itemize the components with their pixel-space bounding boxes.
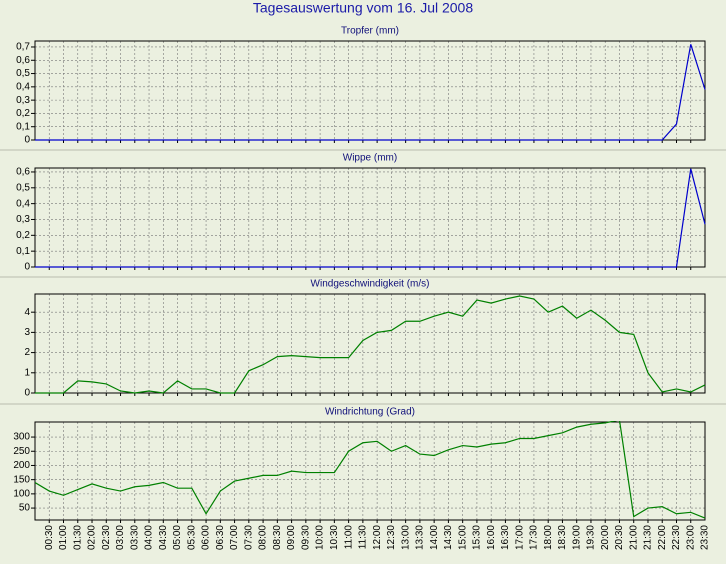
y-tick-label: 0,7: [16, 42, 30, 53]
x-tick-label: 16:30: [500, 525, 511, 550]
x-tick-label: 10:00: [315, 525, 326, 550]
x-tick-label: 05:30: [186, 525, 197, 550]
y-tick-label: 0: [24, 388, 30, 399]
page-title: Tagesauswertung vom 16. Jul 2008: [253, 0, 473, 16]
x-tick-label: 14:30: [443, 525, 454, 550]
x-tick-label: 23:30: [700, 525, 711, 550]
plot-frame: [34, 293, 706, 394]
y-tick-label: 4: [24, 307, 30, 318]
y-tick-label: 0,6: [16, 55, 30, 66]
x-tick-label: 11:30: [358, 525, 369, 550]
y-tick-label: 150: [13, 474, 30, 485]
y-tick-label: 200: [13, 460, 30, 471]
x-tick-label: 05:00: [172, 525, 183, 550]
y-tick-label: 0,4: [16, 81, 30, 92]
panel-title: Windrichtung (Grad): [325, 407, 415, 418]
panel-title: Windgeschwindigkeit (m/s): [311, 279, 430, 290]
x-tick-label: 10:30: [329, 525, 340, 550]
x-tick-label: 11:00: [343, 525, 354, 550]
x-tick-label: 07:00: [229, 525, 240, 550]
data-line: [35, 44, 706, 141]
y-tick-label: 50: [19, 503, 31, 514]
y-tick-label: 2: [24, 347, 30, 358]
plot-frame: [34, 167, 706, 268]
x-tick-label: 15:00: [457, 525, 468, 550]
x-tick-label: 22:30: [671, 525, 682, 550]
y-tick-label: 0,1: [16, 121, 30, 132]
y-tick-label: 250: [13, 446, 30, 457]
data-line: [35, 168, 706, 268]
y-tick-label: 0: [24, 262, 30, 273]
plot-frame: [34, 40, 706, 141]
x-tick-label: 01:30: [72, 525, 83, 550]
x-tick-label: 19:00: [571, 525, 582, 550]
plot-frame: [34, 421, 706, 521]
x-tick-label: 18:30: [557, 525, 568, 550]
y-tick-label: 0,5: [16, 68, 30, 79]
series: [35, 295, 706, 394]
x-tick-label: 13:30: [415, 525, 426, 550]
y-tick-label: 0,1: [16, 246, 30, 257]
series: [35, 168, 706, 268]
x-tick-label: 06:00: [201, 525, 212, 550]
panel-title: Wippe (mm): [343, 153, 397, 164]
x-tick-label: 03:00: [115, 525, 126, 550]
x-tick-label: 22:00: [657, 525, 668, 550]
x-tick-label: 20:30: [614, 525, 625, 550]
x-tick-label: 16:00: [486, 525, 497, 550]
y-tick-label: 0,2: [16, 230, 30, 241]
x-tick-label: 21:30: [643, 525, 654, 550]
x-tick-label: 12:30: [386, 525, 397, 550]
x-tick-label: 07:30: [243, 525, 254, 550]
y-tick-label: 0,5: [16, 182, 30, 193]
y-tick-label: 3: [24, 327, 30, 338]
x-tick-label: 19:30: [586, 525, 597, 550]
x-tick-label: 09:00: [286, 525, 297, 550]
y-tick-label: 0,3: [16, 214, 30, 225]
y-tick-label: 100: [13, 489, 30, 500]
series: [35, 421, 706, 519]
x-tick-label: 00:30: [44, 525, 55, 550]
x-tick-label: 21:00: [628, 525, 639, 550]
x-tick-label: 06:30: [215, 525, 226, 550]
y-tick-label: 0,2: [16, 108, 30, 119]
x-tick-label: 13:00: [400, 525, 411, 550]
x-tick-label: 09:30: [300, 525, 311, 550]
x-tick-label: 08:00: [258, 525, 269, 550]
y-tick-label: 0,3: [16, 95, 30, 106]
y-tick-label: 300: [13, 432, 30, 443]
x-tick-label: 18:00: [543, 525, 554, 550]
x-tick-label: 17:00: [514, 525, 525, 550]
y-tick-label: 0,6: [16, 167, 30, 178]
x-tick-label: 03:30: [129, 525, 140, 550]
x-tick-label: 02:30: [101, 525, 112, 550]
data-line: [35, 421, 706, 519]
panel-title: Tropfer (mm): [341, 26, 399, 37]
data-line: [35, 295, 706, 394]
x-tick-label: 04:00: [144, 525, 155, 550]
x-tick-label: 01:00: [58, 525, 69, 550]
x-tick-label: 02:00: [87, 525, 98, 550]
x-tick-label: 20:00: [600, 525, 611, 550]
x-tick-label: 17:30: [529, 525, 540, 550]
y-tick-label: 0,4: [16, 198, 30, 209]
x-tick-label: 23:00: [685, 525, 696, 550]
x-tick-label: 04:30: [158, 525, 169, 550]
x-tick-label: 15:30: [472, 525, 483, 550]
x-tick-label: 14:00: [429, 525, 440, 550]
y-tick-label: 0: [24, 135, 30, 146]
y-tick-label: 1: [24, 367, 30, 378]
series: [35, 44, 706, 141]
x-tick-label: 12:00: [372, 525, 383, 550]
x-tick-label: 08:30: [272, 525, 283, 550]
